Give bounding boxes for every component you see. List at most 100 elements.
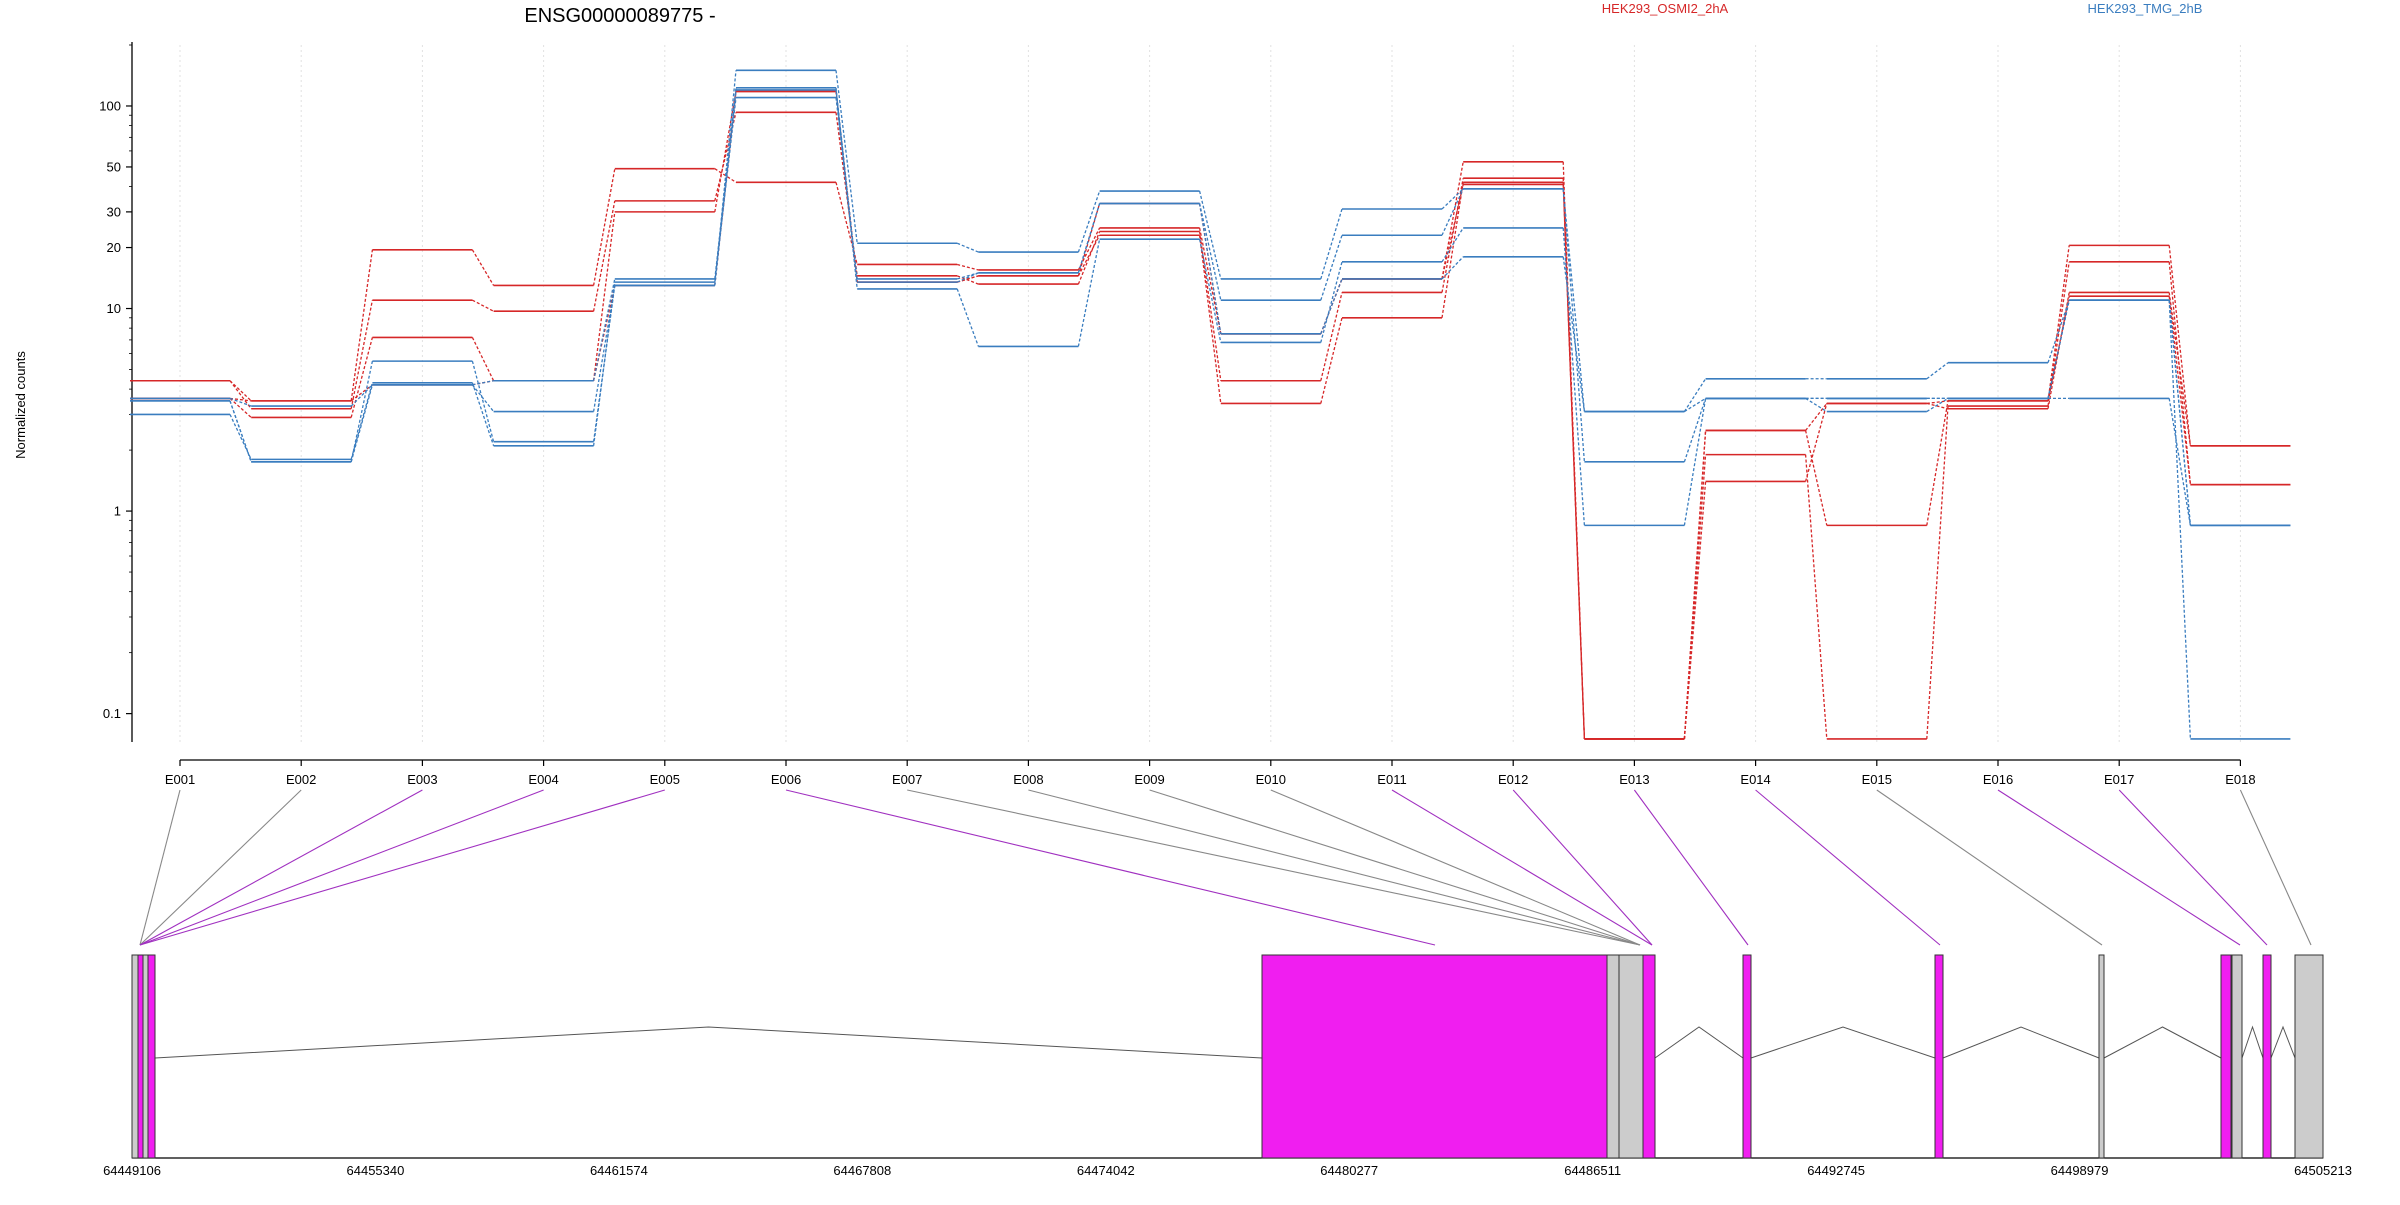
series-4-connector [1320, 208, 1343, 280]
feature-link-E006 [785, 789, 1436, 946]
series-4-connector [2047, 299, 2070, 363]
series-1 [130, 111, 2291, 740]
intron-line [2103, 1026, 2222, 1059]
legend-label-osmi2: HEK293_OSMI2_2hA [1602, 1, 1729, 16]
series-1-connector [472, 299, 494, 312]
genomic-tick-label: 64492745 [1807, 1163, 1865, 1178]
feature-link-E004 [139, 789, 544, 946]
series-7-connector [2047, 300, 2070, 399]
exon-counted [1261, 954, 1608, 1159]
series-1-connector [1441, 178, 1464, 293]
x-tick-label-E001: E001 [165, 772, 195, 787]
intron-line [2241, 1025, 2264, 1059]
series-6-connector [1077, 239, 1101, 347]
genomic-tick-label: 64498979 [2051, 1163, 2109, 1178]
legend-label-tmg: HEK293_TMG_2hB [2088, 1, 2203, 16]
feature-link-E011 [1391, 789, 1653, 946]
series-2-connector [592, 211, 616, 381]
feature-link-E001 [139, 789, 181, 946]
genomic-tick-label: 64486511 [1564, 1163, 1621, 1178]
exon [2294, 954, 2324, 1159]
series-5-connector [714, 87, 737, 286]
series-2-connector [1077, 234, 1101, 277]
series-3-connector [1441, 184, 1464, 280]
series-6-connector [229, 397, 252, 407]
x-axis: E001 E002 E003 E004 E005 E006 E007 E008 E009 E010… [165, 759, 2256, 787]
x-tick-label-E004: E004 [528, 772, 558, 787]
x-tick-label-E013: E013 [1619, 772, 1649, 787]
series-3-connector [1562, 184, 1586, 739]
genomic-tick-label: 64505213 [2294, 1163, 2352, 1178]
series-5-connector [1683, 398, 1707, 463]
series-2-connector [1683, 481, 1707, 739]
series-0-connector [1804, 430, 1828, 526]
series-7-connector [957, 272, 979, 280]
series-6-connector [1198, 239, 1222, 343]
feature-link-E009 [1149, 789, 1641, 946]
series-4-connector [350, 384, 374, 463]
exon [131, 954, 139, 1159]
feature-link-E018 [2239, 789, 2312, 946]
series-7 [130, 96, 2291, 527]
feature-link-E007 [907, 789, 1641, 946]
genomic-tick-label: 64449106 [103, 1163, 161, 1178]
x-tick-label-E009: E009 [1134, 772, 1164, 787]
series-2 [130, 90, 2291, 740]
exon [2231, 954, 2243, 1159]
series-4-connector [1683, 378, 1707, 412]
series-4-connector [1198, 190, 1222, 280]
series-7-connector [1198, 203, 1222, 334]
series-7-connector [1077, 203, 1101, 274]
series-7-connector [1684, 397, 1706, 413]
exon-counted [147, 954, 156, 1159]
series-7-connector [350, 382, 374, 460]
series-3-connector [229, 397, 252, 402]
series-4-connector [956, 242, 979, 253]
series-5-connector [2168, 300, 2192, 739]
series-1-connector [229, 380, 252, 410]
exon [1606, 954, 1620, 1159]
series-7-connector [592, 282, 616, 446]
series-0 [130, 161, 2291, 740]
exon-counted [1934, 954, 1944, 1159]
series-3-connector [2168, 296, 2192, 485]
x-tick-label-E017: E017 [2104, 772, 2134, 787]
x-tick-label-E005: E005 [650, 772, 680, 787]
series-3-connector [1077, 203, 1101, 277]
exon [1618, 954, 1644, 1159]
series-6-connector [2168, 398, 2192, 526]
x-tick-label-E003: E003 [407, 772, 437, 787]
series-4 [130, 69, 2291, 527]
feature-link-E008 [1028, 789, 1641, 946]
intron-line [1750, 1026, 1936, 1059]
series-7-connector [1562, 256, 1586, 412]
feature-link-E014 [1755, 789, 1941, 946]
series-5 [130, 86, 2291, 740]
x-tick-label-E014: E014 [1740, 772, 1770, 787]
series-6-connector [1320, 261, 1343, 343]
series-7-connector [471, 382, 495, 447]
series-1-connector [350, 300, 374, 409]
series-2-connector [2168, 292, 2192, 446]
series-1-connector [592, 200, 616, 312]
series-3-connector [1805, 403, 1828, 431]
exon-counted [137, 954, 144, 1159]
genomic-tick-label: 64480277 [1320, 1163, 1378, 1178]
series-5-connector [1441, 188, 1464, 236]
series-2-connector [1441, 182, 1464, 318]
intron-line [1942, 1026, 2100, 1059]
x-tick-label-E012: E012 [1498, 772, 1528, 787]
exon-counted [2262, 954, 2272, 1159]
series-1-connector [1804, 454, 1828, 739]
series-7-connector [1441, 256, 1464, 280]
intron-line [1654, 1026, 1744, 1059]
y-tick-label-1: 1 [114, 504, 121, 519]
y-tick-label-30: 30 [107, 204, 121, 219]
exon-counted [2220, 954, 2232, 1159]
series-7-connector [2168, 300, 2192, 526]
series-6-connector [714, 89, 737, 279]
series-3-connector [1683, 430, 1707, 739]
y-tick-label-20: 20 [107, 240, 121, 255]
feature-link-E005 [139, 789, 665, 946]
feature-link-E012 [1512, 789, 1653, 946]
